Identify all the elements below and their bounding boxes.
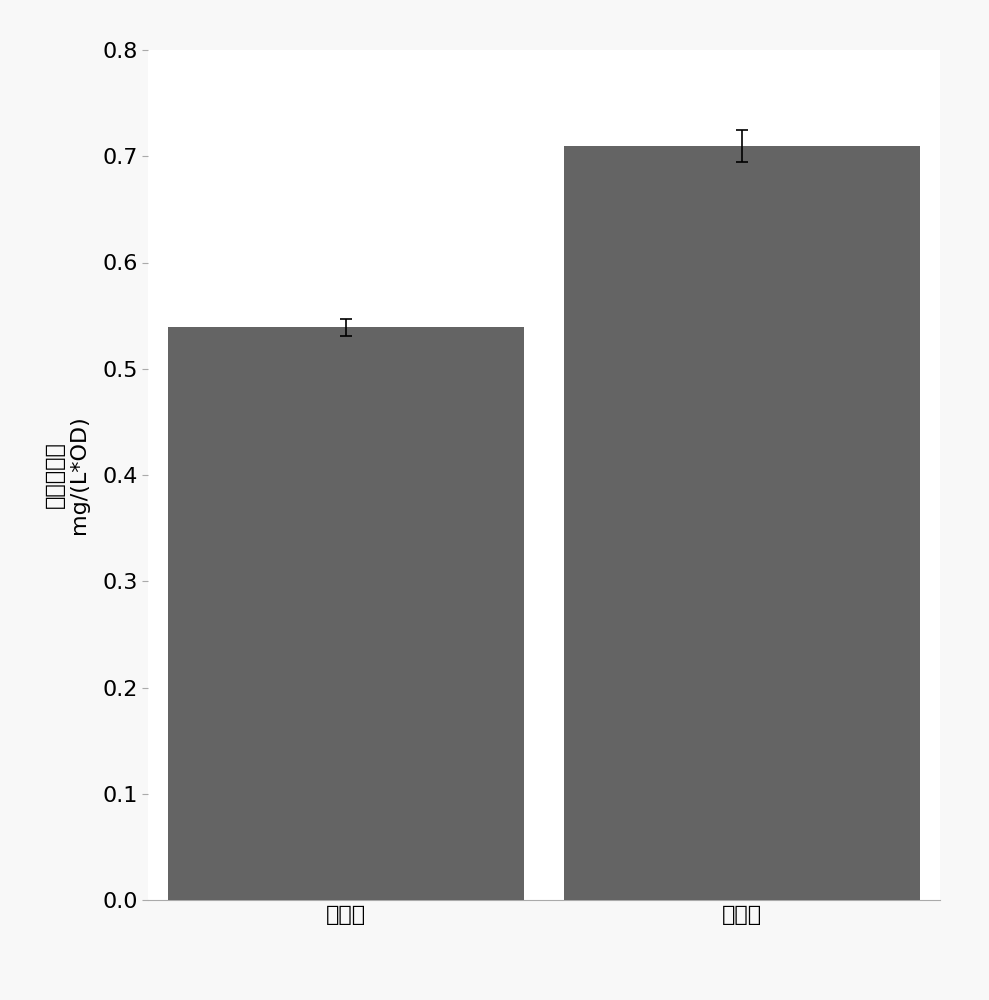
Y-axis label: 脂肪酸含量
mg/(L*OD): 脂肪酸含量 mg/(L*OD) (45, 416, 89, 534)
Bar (168, 327, 524, 900)
Bar (564, 146, 920, 900)
